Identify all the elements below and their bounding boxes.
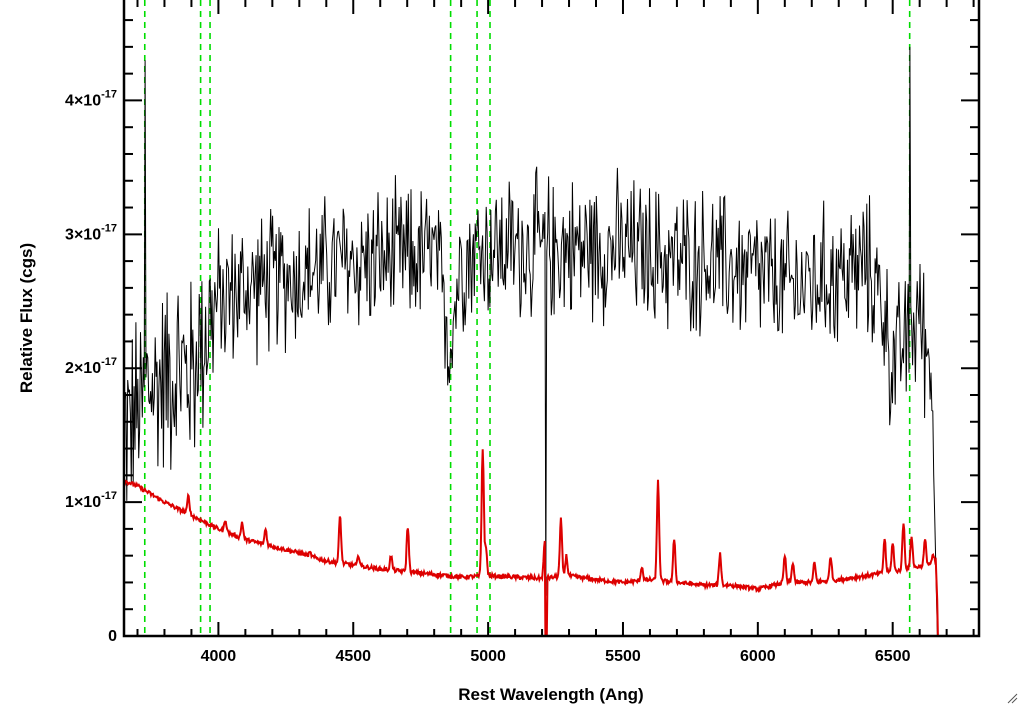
y-tick-mantissa: 3×10 (65, 226, 101, 243)
x-tick-label: 6000 (740, 648, 776, 665)
reference-lines-group (143, 0, 911, 636)
observed-spectrum-line (123, 46, 938, 637)
y-axis-ticks: 01×10-172×10-173×10-174×10-17 (65, 19, 979, 645)
y-tick-mantissa: 4×10 (65, 92, 101, 109)
y-tick-exponent: -17 (101, 88, 117, 100)
y-tick-label: 1×10-17 (65, 490, 117, 511)
y-tick-mantissa: 2×10 (65, 360, 101, 377)
observed-spectrum-group (123, 46, 938, 637)
x-tick-label: 5000 (470, 648, 506, 665)
x-axis-ticks: 4000 4500 5000 5500 6000 6500 (136, 0, 975, 665)
x-tick-label: 4000 (201, 648, 237, 665)
y-tick-label: 0 (108, 628, 117, 645)
y-tick-mantissa: 1×10 (65, 494, 101, 511)
plot-frame (122, 0, 981, 638)
resize-grip-icon[interactable] (1006, 692, 1018, 704)
x-axis-label: Rest Wavelength (Ang) (458, 685, 643, 704)
y-tick-label: 3×10-17 (65, 222, 117, 243)
model-spectrum-line (123, 449, 979, 637)
x-tick-label: 4500 (335, 648, 371, 665)
model-spectrum-group (123, 449, 979, 637)
y-tick-label: 2×10-17 (65, 356, 117, 377)
y-axis-label: Relative Flux (cgs) (17, 243, 36, 393)
x-tick-label: 6500 (875, 648, 911, 665)
y-tick-exponent: -17 (101, 356, 117, 368)
y-tick-label: 4×10-17 (65, 88, 117, 109)
x-tick-label: 5500 (605, 648, 641, 665)
axes-group (122, 0, 981, 638)
y-tick-exponent: -17 (101, 490, 117, 502)
y-tick-exponent: -17 (101, 222, 117, 234)
